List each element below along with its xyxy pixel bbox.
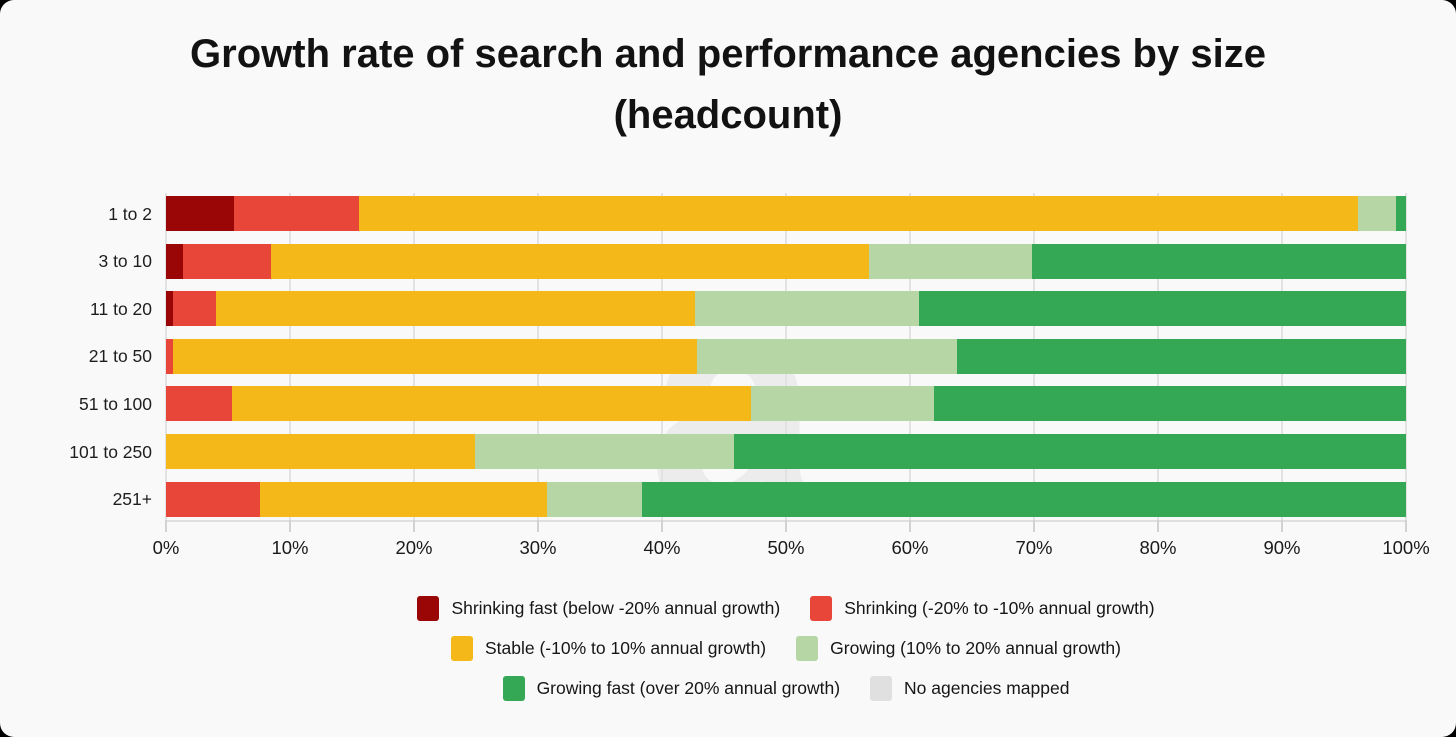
chart-title: Growth rate of search and performance ag… (0, 24, 1456, 146)
bar-segment (642, 481, 1406, 517)
legend-item: Growing (10% to 20% annual growth) (796, 635, 1121, 661)
legend-swatch (451, 635, 473, 661)
bar-row (166, 291, 1406, 327)
legend-item: Growing fast (over 20% annual growth) (502, 675, 841, 701)
legend-label: Growing (10% to 20% annual growth) (830, 637, 1121, 658)
axis-tick (537, 520, 539, 532)
bar-segment (733, 434, 1406, 469)
bar-row (166, 481, 1406, 517)
legend-label: Growing fast (over 20% annual growth) (536, 677, 841, 698)
bar-segment (166, 481, 261, 517)
x-axis-tick-label: 0% (152, 537, 180, 558)
bar-segment (918, 291, 1406, 327)
bar-segment (166, 386, 232, 422)
axis-tick (1405, 520, 1407, 532)
bar-row (166, 386, 1406, 422)
category-label: 3 to 10 (98, 251, 152, 272)
bar-segment (1031, 243, 1406, 279)
legend-row: Shrinking fast (below -20% annual growth… (166, 595, 1406, 621)
legend-swatch (417, 595, 440, 621)
bar-row (166, 243, 1406, 279)
x-axis-tick-label: 20% (395, 537, 433, 558)
axis-tick (289, 520, 291, 532)
bar-segment (271, 243, 870, 279)
plot-area (165, 193, 1407, 522)
bar-segment (173, 338, 697, 374)
category-label: 101 to 250 (69, 441, 152, 462)
bar-segment (869, 243, 1032, 279)
bar-segment (234, 196, 360, 231)
axis-tick (661, 520, 663, 532)
category-label: 51 to 100 (79, 393, 152, 414)
bar-segment (695, 291, 919, 327)
bar-segment (215, 291, 696, 327)
chart-title-line1: Growth rate of search and performance ag… (190, 32, 1266, 76)
bar-row (166, 338, 1406, 374)
bar-segment (751, 386, 934, 422)
legend-swatch (796, 635, 819, 661)
bar-segment (1357, 196, 1397, 231)
bar-row (166, 196, 1406, 231)
axis-tick (909, 520, 911, 532)
bar-segment (166, 196, 235, 231)
legend-item: Stable (-10% to 10% annual growth) (451, 635, 766, 661)
x-axis-tick-label: 50% (767, 537, 805, 558)
legend-row: Stable (-10% to 10% annual growth) Growin… (166, 635, 1406, 661)
bar-segment (183, 243, 272, 279)
legend-item: No agencies mapped (870, 675, 1069, 701)
category-label: 1 to 2 (108, 203, 152, 224)
axis-tick (1157, 520, 1159, 532)
category-label: 11 to 20 (90, 298, 152, 319)
legend-label: Shrinking (-20% to -10% annual growth) (844, 597, 1155, 618)
bar-segment (359, 196, 1358, 231)
x-axis-tick-label: 70% (1015, 537, 1053, 558)
category-label: 21 to 50 (88, 346, 152, 367)
bar-segment (933, 386, 1406, 422)
legend-item: Shrinking fast (below -20% annual growth… (417, 595, 780, 621)
axis-tick (413, 520, 415, 532)
x-axis-tick-label: 100% (1382, 537, 1430, 558)
legend-item: Shrinking (-20% to -10% annual growth) (810, 595, 1155, 621)
bar-segment (166, 338, 174, 374)
bar-segment (474, 434, 734, 469)
x-axis-tick-label: 90% (1263, 537, 1301, 558)
chart-title-line2: (headcount) (613, 93, 843, 137)
bar-row (166, 434, 1406, 469)
bar-segment (696, 338, 958, 374)
x-axis-tick-label: 30% (519, 537, 557, 558)
legend-swatch (810, 595, 833, 621)
axis-tick (785, 520, 787, 532)
bar-segment (173, 291, 216, 327)
bar-segment (260, 481, 547, 517)
gridline (1405, 193, 1407, 520)
legend-swatch (502, 675, 525, 701)
legend-swatch (870, 675, 893, 701)
bar-segment (166, 243, 184, 279)
legend-label: No agencies mapped (904, 677, 1070, 698)
bar-segment (546, 481, 643, 517)
bar-segment (166, 434, 475, 469)
axis-tick (165, 520, 167, 532)
bar-segment (231, 386, 752, 422)
x-axis-tick-label: 40% (643, 537, 681, 558)
bar-segment (957, 338, 1406, 374)
axis-tick (1281, 520, 1283, 532)
axis-tick (1033, 520, 1035, 532)
legend-label: Stable (-10% to 10% annual growth) (485, 637, 767, 658)
x-axis-tick-label: 10% (271, 537, 309, 558)
legend-label: Shrinking fast (below -20% annual growth… (451, 597, 781, 618)
legend: Shrinking fast (below -20% annual growth… (166, 595, 1406, 715)
x-axis-tick-label: 80% (1139, 537, 1177, 558)
x-axis-tick-label: 60% (891, 537, 929, 558)
category-label: 251+ (112, 489, 152, 510)
bar-segment (166, 291, 174, 327)
bar-segment (1396, 196, 1406, 231)
legend-row: Growing fast (over 20% annual growth) No … (166, 675, 1406, 701)
